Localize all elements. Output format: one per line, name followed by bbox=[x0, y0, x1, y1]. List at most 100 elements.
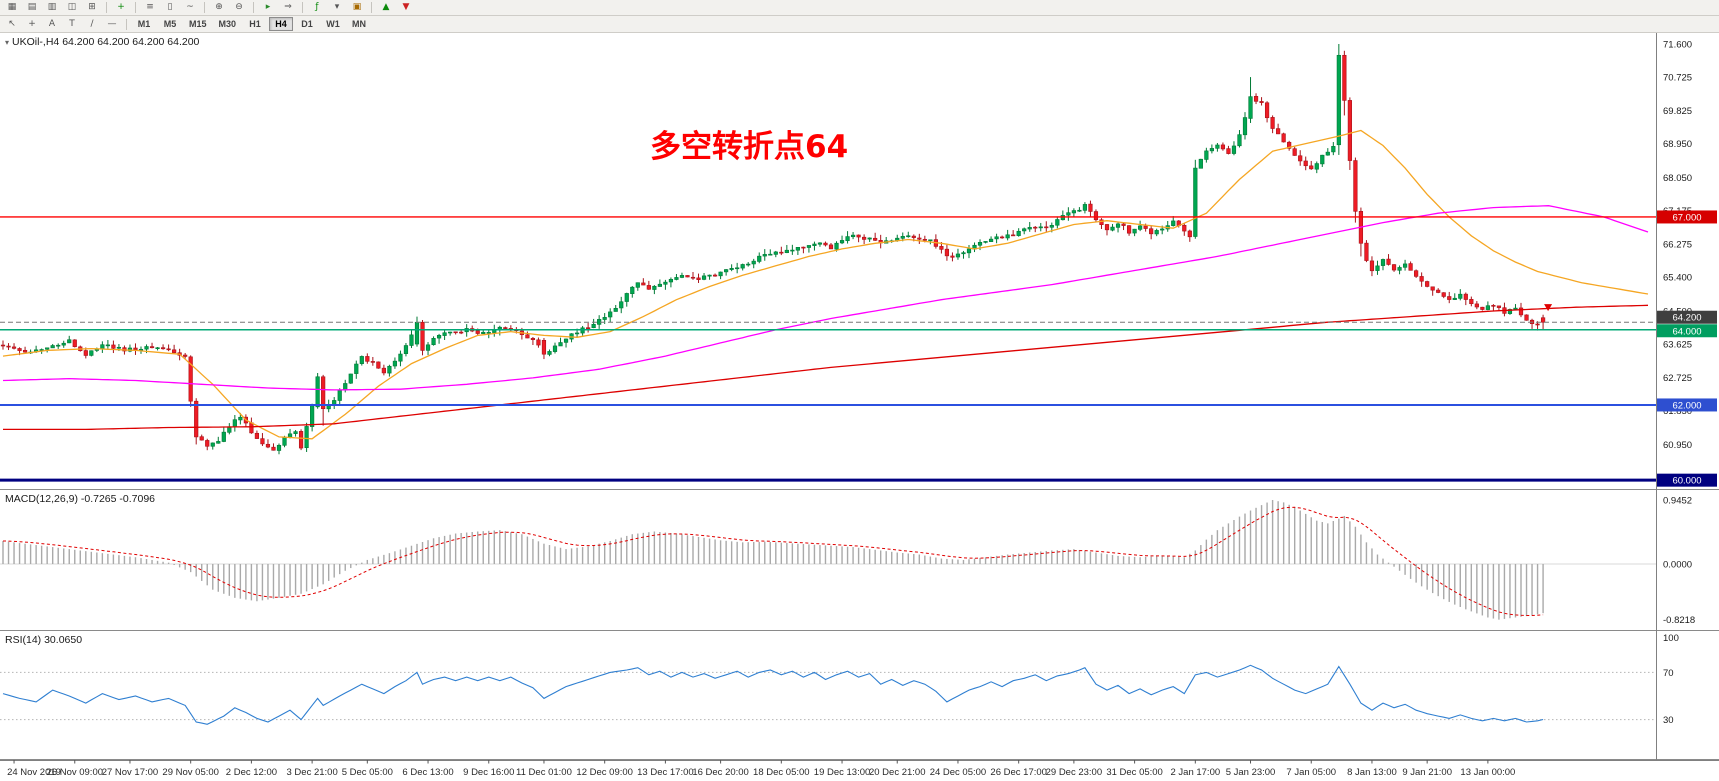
candles-group bbox=[0, 44, 1546, 455]
svg-text:2 Jan 17:00: 2 Jan 17:00 bbox=[1170, 767, 1220, 778]
navigator-button[interactable]: ◫ bbox=[63, 1, 81, 14]
timeframe-h4-button[interactable]: H4 bbox=[269, 17, 294, 31]
profiles-icon: ▤ bbox=[27, 2, 37, 12]
crosshair-button[interactable]: + bbox=[23, 18, 41, 31]
templates-button[interactable]: ▣ bbox=[348, 1, 366, 14]
timeframe-h1-button[interactable]: H1 bbox=[243, 17, 267, 31]
terminal-button[interactable]: ⊞ bbox=[83, 1, 101, 14]
price-badge-60.000 bbox=[1657, 473, 1717, 487]
trendline-icon: / bbox=[90, 18, 94, 29]
svg-text:29 Dec 23:00: 29 Dec 23:00 bbox=[1046, 767, 1103, 778]
periods-button[interactable]: ▾ bbox=[328, 1, 346, 14]
horizontal-line-tool-button[interactable]: — bbox=[103, 18, 121, 31]
price-badge-64.000 bbox=[1657, 324, 1717, 338]
chart-shift-icon: ⇒ bbox=[284, 2, 292, 12]
trendline-button[interactable]: / bbox=[83, 18, 101, 31]
chart-bars-icon: ≡ bbox=[146, 2, 154, 12]
collapse-triangle-icon[interactable]: ▾ bbox=[5, 38, 10, 47]
chart-line-icon: ~ bbox=[186, 2, 194, 12]
auto-scroll-button[interactable]: ▸ bbox=[259, 1, 277, 14]
sell-arrow-marker bbox=[1544, 304, 1553, 312]
price-chart-canvas[interactable]: 71.60070.72569.82568.95068.05067.17566.2… bbox=[0, 33, 1719, 490]
periods-icon: ▾ bbox=[334, 2, 340, 12]
svg-text:12 Dec 09:00: 12 Dec 09:00 bbox=[576, 767, 633, 778]
zoom-in-button[interactable]: ⊕ bbox=[210, 1, 228, 14]
text-label-button[interactable]: T bbox=[63, 18, 81, 31]
svg-text:-0.8218: -0.8218 bbox=[1663, 615, 1695, 626]
svg-text:62.725: 62.725 bbox=[1663, 373, 1692, 384]
toolbar-separator bbox=[302, 2, 303, 13]
cursor-button[interactable]: ↖ bbox=[3, 18, 21, 31]
svg-text:6 Dec 13:00: 6 Dec 13:00 bbox=[402, 767, 453, 778]
rsi-canvas[interactable]: 100 70 30 bbox=[0, 631, 1719, 760]
svg-text:19 Dec 13:00: 19 Dec 13:00 bbox=[814, 767, 871, 778]
time-axis[interactable]: 24 Nov 2019 26 Nov 09:00 27 Nov 17:00 29 No… bbox=[0, 760, 1719, 781]
svg-text:0.9452: 0.9452 bbox=[1663, 496, 1692, 507]
macd-signal-line bbox=[2, 506, 1544, 616]
indicators-button[interactable]: ƒ bbox=[308, 1, 326, 14]
timeframe-m15-button[interactable]: M15 bbox=[184, 17, 212, 31]
svg-text:27 Nov 17:00: 27 Nov 17:00 bbox=[102, 767, 159, 778]
svg-text:71.600: 71.600 bbox=[1663, 40, 1692, 51]
toolbar-main: ▦ ▤ ▥ ◫ ⊞ + ≡ ▯ ~ ⊕ ⊖ ▸ ⇒ ƒ ▾ ▣ ▲ ▼ bbox=[0, 0, 1719, 16]
svg-text:16 Dec 20:00: 16 Dec 20:00 bbox=[692, 767, 749, 778]
svg-text:100: 100 bbox=[1663, 633, 1679, 644]
svg-text:11 Dec 01:00: 11 Dec 01:00 bbox=[516, 767, 572, 778]
toolbar-separator bbox=[371, 2, 372, 13]
new-chart-icon: ▦ bbox=[7, 2, 17, 12]
price-badge-67.000 bbox=[1657, 210, 1717, 224]
chart-candlesticks-button[interactable]: ▯ bbox=[161, 1, 179, 14]
svg-text:64.000: 64.000 bbox=[1672, 326, 1701, 337]
symbol-ohlc-text: UKOil-,H4 64.200 64.200 64.200 64.200 bbox=[12, 36, 200, 48]
timeframe-m30-button[interactable]: M30 bbox=[214, 17, 242, 31]
toolbar-separator bbox=[253, 2, 254, 13]
new-chart-button[interactable]: ▦ bbox=[3, 1, 21, 14]
buy-arrow-icon: ▲ bbox=[382, 2, 390, 12]
timeframe-mn-button[interactable]: MN bbox=[347, 17, 371, 31]
svg-text:62.000: 62.000 bbox=[1672, 400, 1701, 411]
new-order-button[interactable]: + bbox=[112, 1, 130, 14]
svg-text:31 Dec 05:00: 31 Dec 05:00 bbox=[1106, 767, 1163, 778]
profiles-button[interactable]: ▤ bbox=[23, 1, 41, 14]
svg-text:0.0000: 0.0000 bbox=[1663, 560, 1692, 571]
svg-text:13 Dec 17:00: 13 Dec 17:00 bbox=[637, 767, 694, 778]
macd-label: MACD(12,26,9) -0.7265 -0.7096 bbox=[5, 493, 155, 505]
toolbar-separator bbox=[126, 18, 127, 30]
buy-arrow-button[interactable]: ▲ bbox=[377, 1, 395, 14]
macd-indicator-panel[interactable]: 0.9452 0.0000 -0.8218 MACD(12,26,9) -0.726… bbox=[0, 490, 1719, 631]
zoom-in-icon: ⊕ bbox=[215, 2, 223, 12]
macd-canvas[interactable]: 0.9452 0.0000 -0.8218 bbox=[0, 490, 1719, 631]
timeframe-w1-button[interactable]: W1 bbox=[321, 17, 345, 31]
toolbar-separator bbox=[204, 2, 205, 13]
zoom-out-button[interactable]: ⊖ bbox=[230, 1, 248, 14]
svg-text:64.200: 64.200 bbox=[1672, 313, 1701, 324]
svg-text:7 Jan 05:00: 7 Jan 05:00 bbox=[1286, 767, 1336, 778]
svg-text:24 Nov 2019: 24 Nov 2019 bbox=[7, 767, 61, 778]
chart-shift-button[interactable]: ⇒ bbox=[279, 1, 297, 14]
svg-text:3 Dec 21:00: 3 Dec 21:00 bbox=[287, 767, 338, 778]
horizontal-line-tool-icon: — bbox=[107, 18, 117, 29]
market-watch-button[interactable]: ▥ bbox=[43, 1, 61, 14]
svg-text:24 Dec 05:00: 24 Dec 05:00 bbox=[930, 767, 987, 778]
chart-bars-button[interactable]: ≡ bbox=[141, 1, 159, 14]
timeframe-d1-button[interactable]: D1 bbox=[295, 17, 319, 31]
market-watch-icon: ▥ bbox=[47, 2, 57, 12]
price-chart-panel[interactable]: 71.60070.72569.82568.95068.05067.17566.2… bbox=[0, 33, 1719, 490]
rsi-indicator-panel[interactable]: 100 70 30 RSI(14) 30.0650 bbox=[0, 631, 1719, 760]
timeframe-m1-button[interactable]: M1 bbox=[132, 17, 156, 31]
text-button[interactable]: A bbox=[43, 18, 61, 31]
moving-average-medium-line bbox=[2, 205, 1649, 391]
cursor-icon: ↖ bbox=[8, 18, 16, 29]
timeframe-m5-button[interactable]: M5 bbox=[158, 17, 182, 31]
price-scale-ticks[interactable]: 71.60070.72569.82568.95068.05067.17566.2… bbox=[1663, 40, 1692, 484]
new-order-icon: + bbox=[117, 2, 125, 12]
price-badge-62.000 bbox=[1657, 398, 1717, 412]
sell-arrow-button[interactable]: ▼ bbox=[397, 1, 415, 14]
rsi-line bbox=[2, 664, 1544, 725]
svg-text:5 Dec 05:00: 5 Dec 05:00 bbox=[342, 767, 393, 778]
sell-arrow-icon: ▼ bbox=[402, 2, 410, 12]
svg-text:8 Jan 13:00: 8 Jan 13:00 bbox=[1347, 767, 1397, 778]
chart-line-button[interactable]: ~ bbox=[181, 1, 199, 14]
indicators-icon: ƒ bbox=[315, 2, 319, 12]
